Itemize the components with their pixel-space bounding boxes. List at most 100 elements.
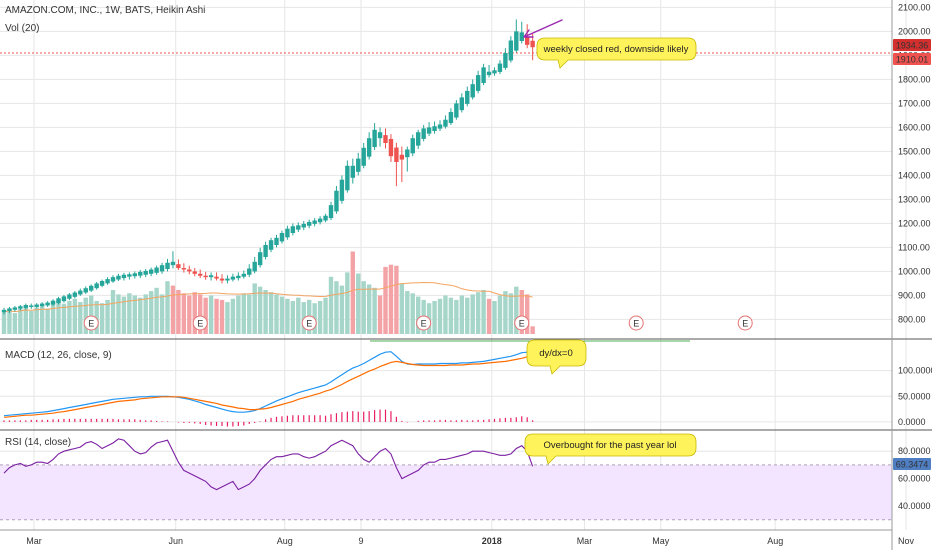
callout-overbought: Overbought for the past year lol [524, 433, 697, 465]
volume-bar [50, 302, 56, 334]
volume-bar [514, 286, 519, 334]
price-tick-label: 1300.00 [898, 194, 931, 204]
volume-bar [252, 283, 257, 334]
candle-body [503, 53, 508, 68]
rsi-value-label: 69.3474 [896, 460, 929, 470]
earnings-marker[interactable] [416, 315, 432, 331]
candle-body [7, 308, 12, 311]
last-price-tag: 1910.01 [893, 53, 931, 65]
macd-line [3, 351, 533, 417]
rsi-band-background [0, 464, 892, 520]
candle-body [132, 273, 137, 277]
candle-body [399, 154, 405, 160]
candle-body [50, 300, 56, 305]
volume-bar [247, 294, 252, 334]
volume-bar [503, 291, 508, 334]
earnings-marker-label: E [633, 319, 639, 329]
volume-bar [230, 298, 236, 334]
candle-body [410, 138, 415, 154]
candle-body [530, 40, 535, 48]
volume-bar [225, 302, 230, 334]
candle-body [12, 307, 18, 310]
candle-body [388, 138, 394, 157]
volume-bar [208, 295, 214, 334]
rsi-legend: RSI (14, close) [5, 437, 71, 448]
gridlines [0, 0, 907, 530]
candle-body [89, 285, 94, 291]
volume-bar [67, 301, 72, 334]
volume-bar [110, 290, 116, 334]
volume-bar [475, 292, 481, 334]
volume-bar [383, 266, 388, 334]
earnings-marker-label: E [306, 319, 312, 329]
macd-tick-label: 100.0000 [898, 366, 932, 376]
volume-bar [257, 286, 263, 334]
earnings-marker[interactable] [514, 315, 530, 331]
candle-body [323, 215, 328, 221]
earnings-marker[interactable] [83, 315, 99, 331]
time-tick-label: Mar [26, 536, 42, 546]
price-tick-label: 1800.00 [898, 74, 931, 84]
candle-body [416, 132, 421, 146]
volume-bar [481, 290, 486, 334]
macd-signal-line [3, 355, 533, 418]
candle-body [198, 273, 203, 276]
candle-body [290, 226, 296, 233]
earnings-marker[interactable] [301, 315, 317, 331]
volume-bar [127, 293, 132, 334]
candle-body [454, 103, 459, 118]
candle-body [383, 135, 388, 143]
candle-body [45, 302, 50, 306]
volume-bar [176, 290, 181, 334]
volume-bar [274, 294, 279, 334]
price-tick-label: 1100.00 [898, 242, 930, 252]
candle-body [138, 271, 143, 276]
earnings-marker[interactable] [628, 315, 644, 331]
volume-bar [290, 301, 296, 334]
volume-bar [410, 293, 415, 334]
candle-body [448, 112, 454, 124]
volume-bar [12, 313, 18, 334]
candle-body [105, 279, 110, 284]
candle-body [443, 119, 448, 127]
volume-bar [296, 297, 301, 334]
earnings-marker[interactable] [192, 315, 208, 331]
candle-body [18, 306, 23, 309]
callout-derivative: dy/dx=0 [526, 339, 587, 375]
volume-bar [105, 299, 110, 334]
volume-bar [1, 312, 7, 334]
volume-bar [34, 307, 39, 334]
volume-moving-average-line [3, 281, 533, 313]
candle-body [203, 275, 208, 278]
volume-bar [99, 303, 105, 334]
volume-bar [448, 297, 454, 334]
time-tick-label: Jun [168, 536, 183, 546]
volume-bar [508, 293, 514, 334]
candle-body [361, 147, 366, 166]
candle-body [459, 97, 464, 111]
macd-legend: MACD (12, 26, close, 9) [5, 350, 112, 361]
volume-bar [18, 308, 23, 334]
earnings-marker[interactable] [737, 315, 753, 331]
volume-bar [23, 306, 28, 334]
price-tick-label: 1700.00 [898, 98, 931, 108]
rsi-tick-label: 80.0000 [898, 446, 931, 456]
volume-bar [350, 251, 355, 334]
candle-body [508, 40, 514, 61]
volume-bar [219, 299, 225, 334]
volume-bar [241, 293, 246, 334]
candle-body [421, 128, 426, 139]
candle-body [492, 70, 497, 74]
candle-body [356, 158, 361, 172]
volume-bar [138, 297, 143, 334]
candle-body [519, 32, 524, 41]
candle-body [296, 225, 301, 230]
rsi-line [3, 438, 534, 491]
candle-body [377, 132, 383, 139]
candle-body [219, 278, 225, 281]
candle-body [514, 31, 519, 51]
rsi-axis-ticks: 40.0000 60.0000 80.0000 [898, 446, 931, 511]
candle-body [268, 240, 274, 250]
time-tick-label: Nov [898, 536, 915, 546]
